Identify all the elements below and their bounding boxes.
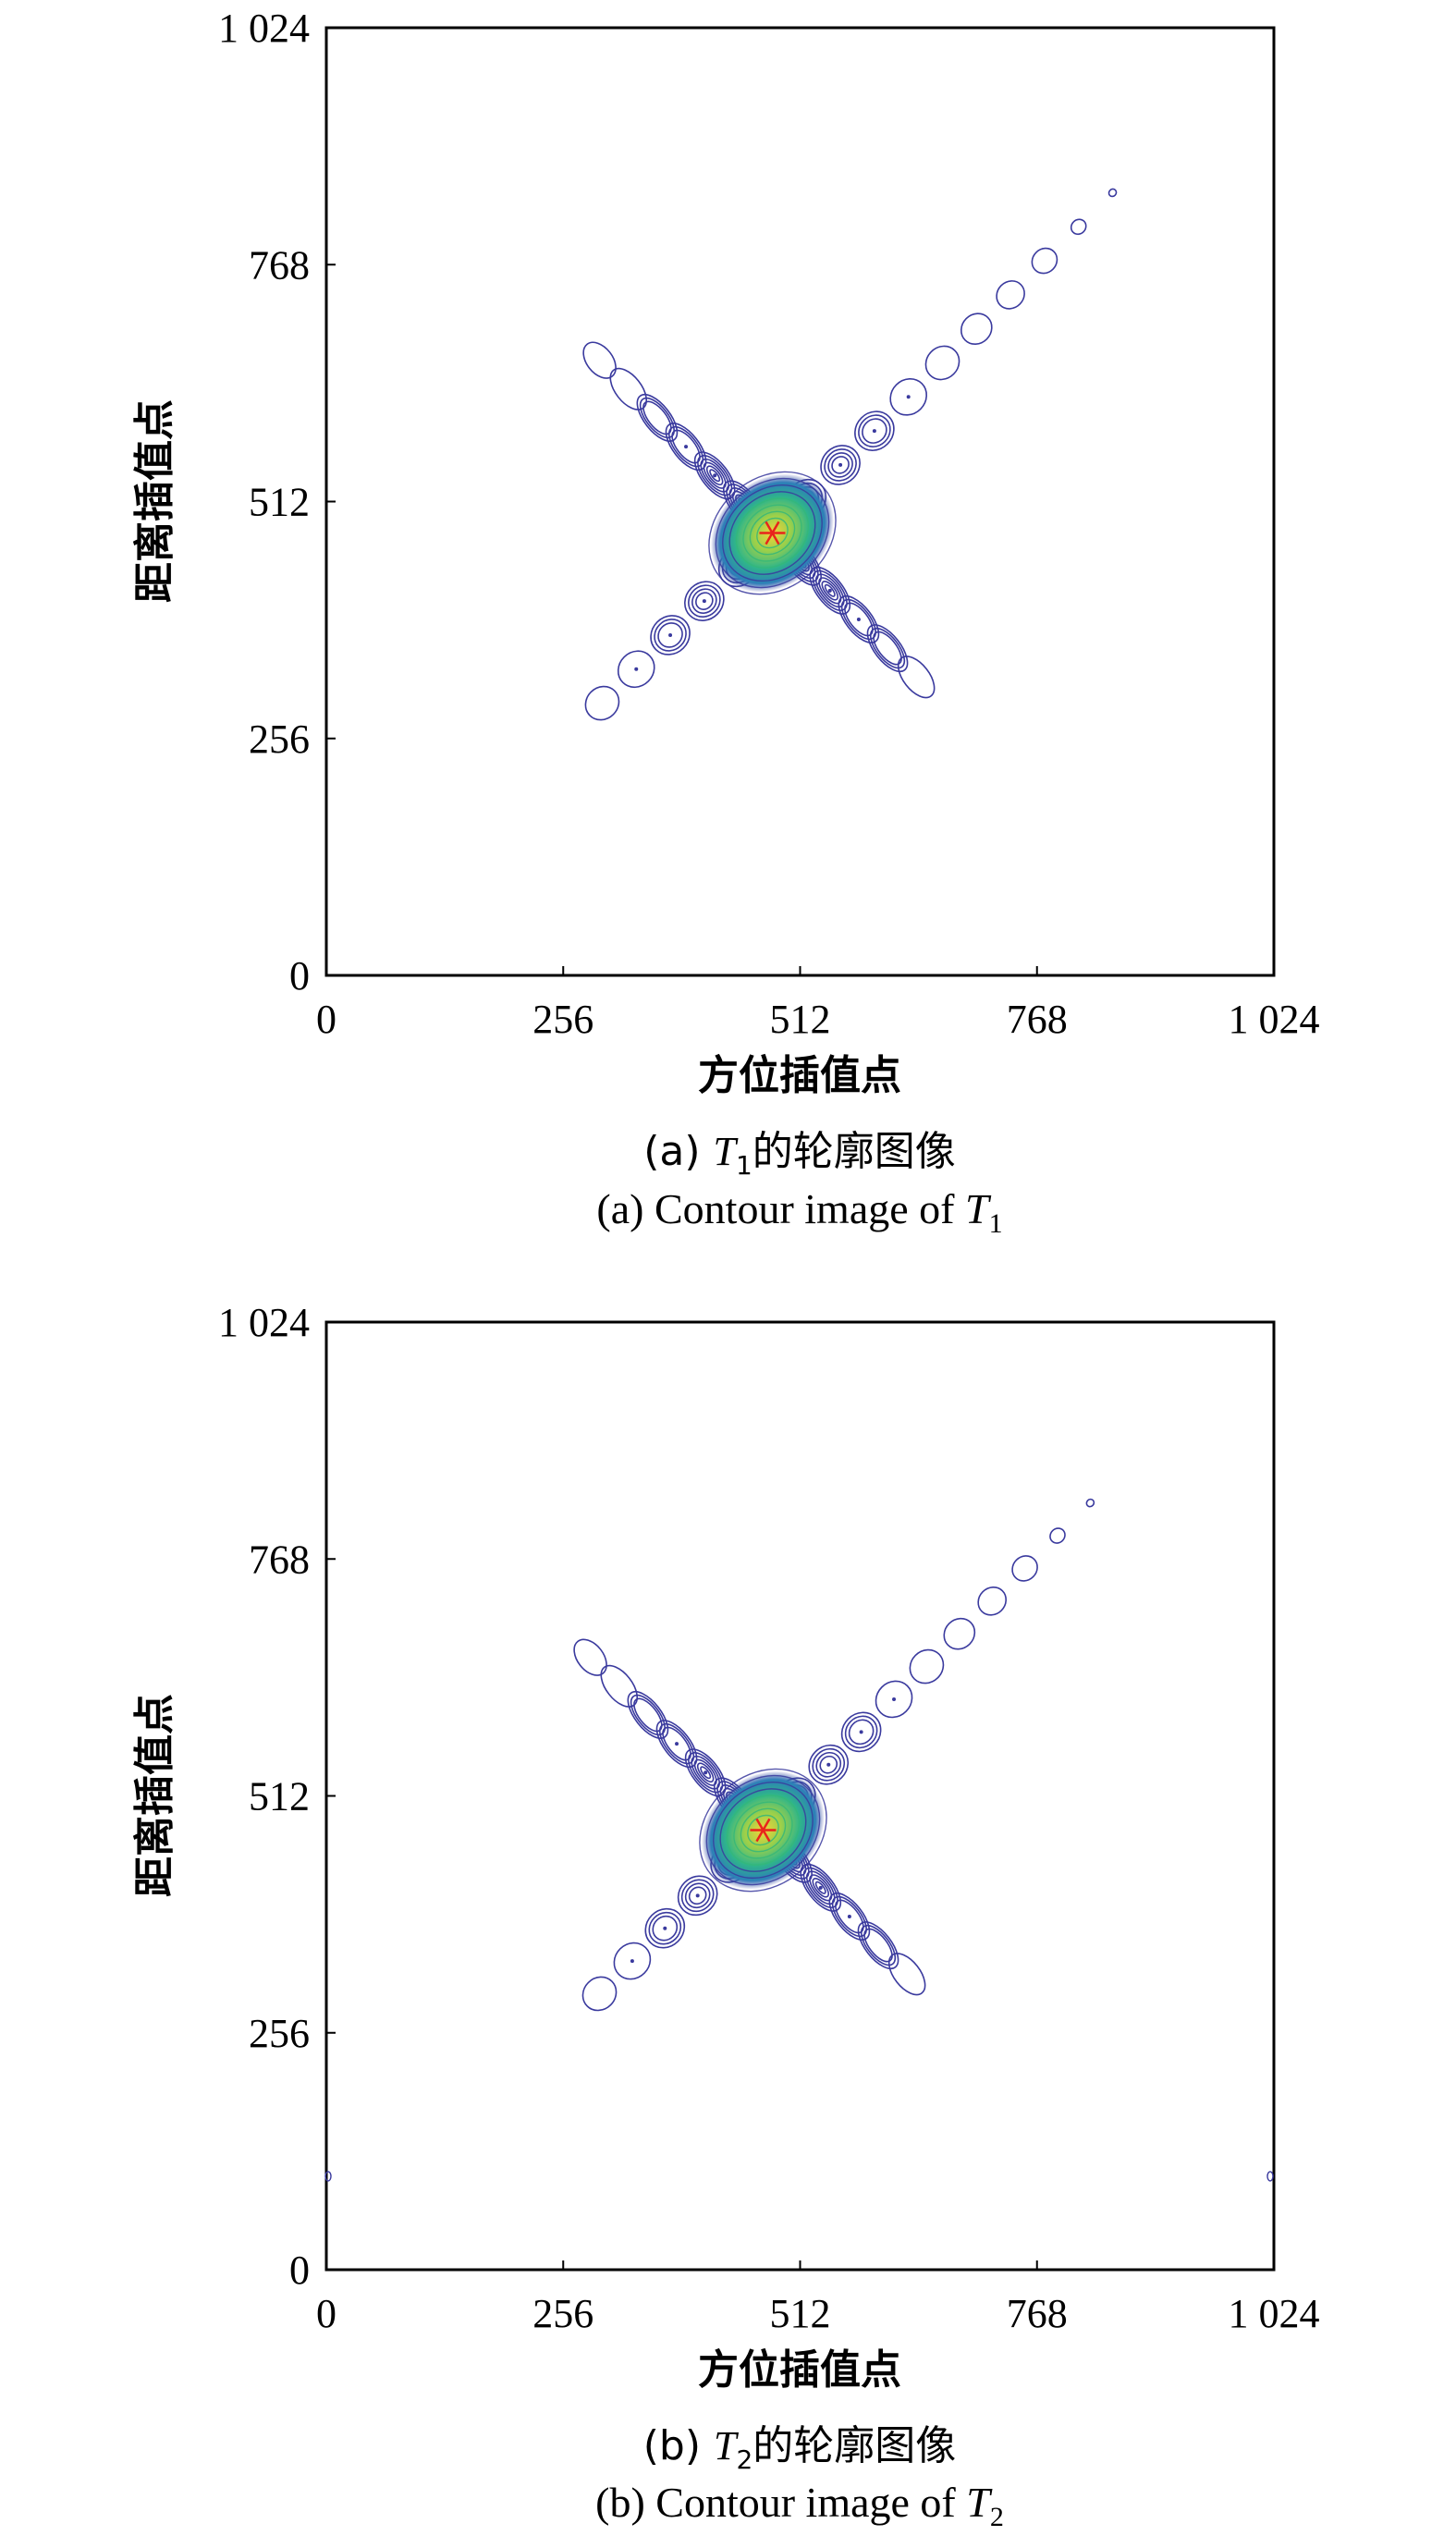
peak-marker <box>759 521 786 545</box>
x-tick-label: 768 <box>1007 997 1068 1042</box>
contour-lobe <box>828 1893 871 1941</box>
contour-lobe <box>943 1617 976 1650</box>
contour-lobe <box>684 581 725 621</box>
contour-lobe <box>636 393 679 442</box>
x-tick-label: 512 <box>770 2291 831 2336</box>
contour-lobe <box>613 1942 652 1980</box>
contour-lobe <box>1031 247 1058 275</box>
contour-lobe <box>650 615 691 655</box>
contour-lobe <box>665 423 707 472</box>
y-axis-label: 距离插值点 <box>131 1694 178 1897</box>
y-tick-label: 768 <box>249 242 310 288</box>
contour-lobe <box>889 377 928 416</box>
contour-lobe <box>1107 188 1118 198</box>
contour-lobe <box>627 1691 669 1739</box>
y-axis-label: 距离插值点 <box>131 399 178 603</box>
contour-lobe <box>977 1586 1008 1616</box>
contour-lobe <box>644 1907 686 1949</box>
x-axis-label: 方位插值点 <box>698 1052 901 1099</box>
x-tick-label: 768 <box>1007 2291 1068 2336</box>
contour-lobe <box>1070 218 1087 236</box>
axis-ticks: 00 256 256 512 512 768 768 1 024 1 024 <box>218 6 1320 1042</box>
x-tick-label: 256 <box>532 997 593 1042</box>
x-tick-label: 512 <box>770 997 831 1042</box>
contour-lobe <box>1011 1555 1038 1582</box>
contour-lobe <box>820 445 861 485</box>
contour-lobe <box>909 1648 945 1684</box>
contour-lobe <box>887 1953 926 1996</box>
contour-lobe <box>584 685 620 721</box>
y-tick-label: 0 <box>289 953 310 998</box>
contour-lobe <box>582 341 617 379</box>
contour-lobe <box>838 594 880 643</box>
contour-lobe <box>866 624 909 673</box>
edge-contour <box>1266 2171 1274 2182</box>
y-tick-label: 256 <box>249 717 310 762</box>
y-tick-label: 256 <box>249 2011 310 2056</box>
contour-lobe <box>617 650 655 689</box>
x-axis-label: 方位插值点 <box>698 2346 901 2394</box>
y-tick-label: 1 024 <box>218 6 310 51</box>
contour-lobe <box>677 1875 718 1917</box>
caption-en: (a) Contour image of T1 <box>596 1185 1002 1239</box>
x-tick-label: 0 <box>316 997 336 1042</box>
x-tick-label: 1 024 <box>1229 2291 1320 2336</box>
axis-ticks: 00 256 256 512 512 768 768 1 024 1 024 <box>218 1300 1320 2336</box>
y-tick-label: 768 <box>249 1537 310 1582</box>
panel-a: 00 256 256 512 512 768 768 1 024 1 024 方位插值点 距离插… <box>131 6 1320 1239</box>
contour-lobe <box>655 1720 698 1769</box>
contour-lobe <box>924 345 960 381</box>
caption-cn: (b) T2的轮廓图像 <box>643 2422 957 2475</box>
contour-lobe <box>875 1680 913 1719</box>
contour-layer <box>324 1498 1274 2182</box>
y-tick-label: 512 <box>249 480 310 525</box>
contour-lobe <box>573 1638 607 1676</box>
contour-lobe <box>808 1744 850 1785</box>
contour-lobe <box>857 1921 899 1970</box>
contour-lobe <box>1085 1498 1095 1508</box>
x-tick-label: 1 024 <box>1229 997 1320 1042</box>
contour-lobe <box>897 655 936 699</box>
peak-marker <box>750 1818 777 1843</box>
contour-layer <box>582 188 1118 721</box>
y-tick-label: 1 024 <box>218 1300 310 1345</box>
caption-cn: (a) T1的轮廓图像 <box>643 1128 956 1181</box>
contour-lobe <box>854 410 895 451</box>
contour-lobe <box>600 1664 638 1708</box>
x-tick-label: 256 <box>532 2291 593 2336</box>
contour-lobe <box>1049 1527 1066 1544</box>
contour-lobe <box>996 280 1025 310</box>
caption-en: (b) Contour image of T2 <box>595 2479 1004 2532</box>
contour-lobe <box>960 312 993 346</box>
panel-b: 00 256 256 512 512 768 768 1 024 1 024 方位插值点 距离插… <box>131 1300 1320 2532</box>
y-tick-label: 512 <box>249 1774 310 1819</box>
y-tick-label: 0 <box>289 2248 310 2293</box>
x-tick-label: 0 <box>316 2291 336 2336</box>
contour-lobe <box>581 1976 618 2012</box>
edge-contour <box>324 2171 332 2182</box>
contour-lobe <box>840 1711 882 1753</box>
contour-lobe <box>609 367 647 410</box>
